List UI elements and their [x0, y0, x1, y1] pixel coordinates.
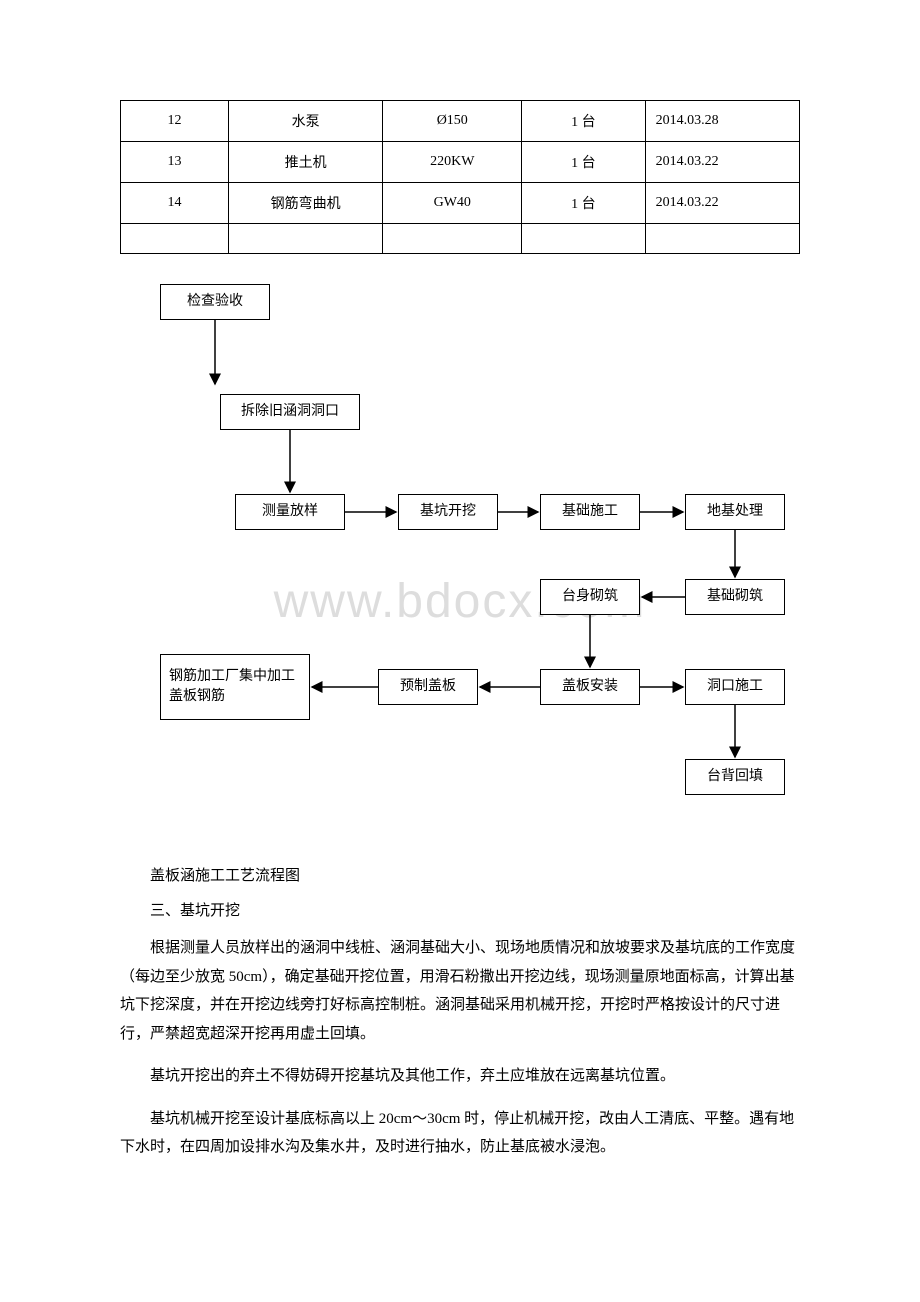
node-backfill: 台背回填 [685, 759, 785, 795]
cell-num: 14 [121, 183, 229, 224]
cell-qty: 1 台 [522, 183, 645, 224]
cell-qty: 1 台 [522, 101, 645, 142]
flowchart: www.bdocx.com 检查验收 拆除旧涵洞洞口 测量放样 基坑开挖 基础施… [120, 284, 800, 834]
cell-date: 2014.03.22 [645, 183, 799, 224]
cell-spec: 220KW [383, 142, 522, 183]
cell-date: 2014.03.22 [645, 142, 799, 183]
cell-spec: Ø150 [383, 101, 522, 142]
node-demolish: 拆除旧涵洞洞口 [220, 394, 360, 430]
node-ground: 地基处理 [685, 494, 785, 530]
flowchart-caption: 盖板涵施工工艺流程图 [120, 864, 800, 885]
table-row: 14 钢筋弯曲机 GW40 1 台 2014.03.22 [121, 183, 800, 224]
flowchart-arrows [120, 284, 800, 834]
node-survey: 测量放样 [235, 494, 345, 530]
node-abutment: 台身砌筑 [540, 579, 640, 615]
cell-name: 水泵 [229, 101, 383, 142]
table-row: 12 水泵 Ø150 1 台 2014.03.28 [121, 101, 800, 142]
table-row: 13 推土机 220KW 1 台 2014.03.22 [121, 142, 800, 183]
node-inspect: 检查验收 [160, 284, 270, 320]
node-install: 盖板安装 [540, 669, 640, 705]
cell-date: 2014.03.28 [645, 101, 799, 142]
cell-name: 推土机 [229, 142, 383, 183]
paragraph: 基坑开挖出的弃土不得妨碍开挖基坑及其他工作，弃土应堆放在远离基坑位置。 [120, 1062, 800, 1091]
cell-spec: GW40 [383, 183, 522, 224]
paragraph: 基坑机械开挖至设计基底标高以上 20cm～30cm 时，停止机械开挖，改由人工清… [120, 1105, 800, 1162]
cell-num: 12 [121, 101, 229, 142]
paragraph: 根据测量人员放样出的涵洞中线桩、涵洞基础大小、现场地质情况和放坡要求及基坑底的工… [120, 934, 800, 1048]
cell-name: 钢筋弯曲机 [229, 183, 383, 224]
cell-num: 13 [121, 142, 229, 183]
node-foundcon: 基础施工 [540, 494, 640, 530]
table-row-empty [121, 224, 800, 254]
node-portal: 洞口施工 [685, 669, 785, 705]
node-precast: 预制盖板 [378, 669, 478, 705]
node-foundmason: 基础砌筑 [685, 579, 785, 615]
equipment-table: 12 水泵 Ø150 1 台 2014.03.28 13 推土机 220KW 1… [120, 100, 800, 254]
node-rebar: 钢筋加工厂集中加工盖板钢筋 [160, 654, 310, 720]
node-excavate: 基坑开挖 [398, 494, 498, 530]
section-title: 三、基坑开挖 [120, 899, 800, 920]
cell-qty: 1 台 [522, 142, 645, 183]
